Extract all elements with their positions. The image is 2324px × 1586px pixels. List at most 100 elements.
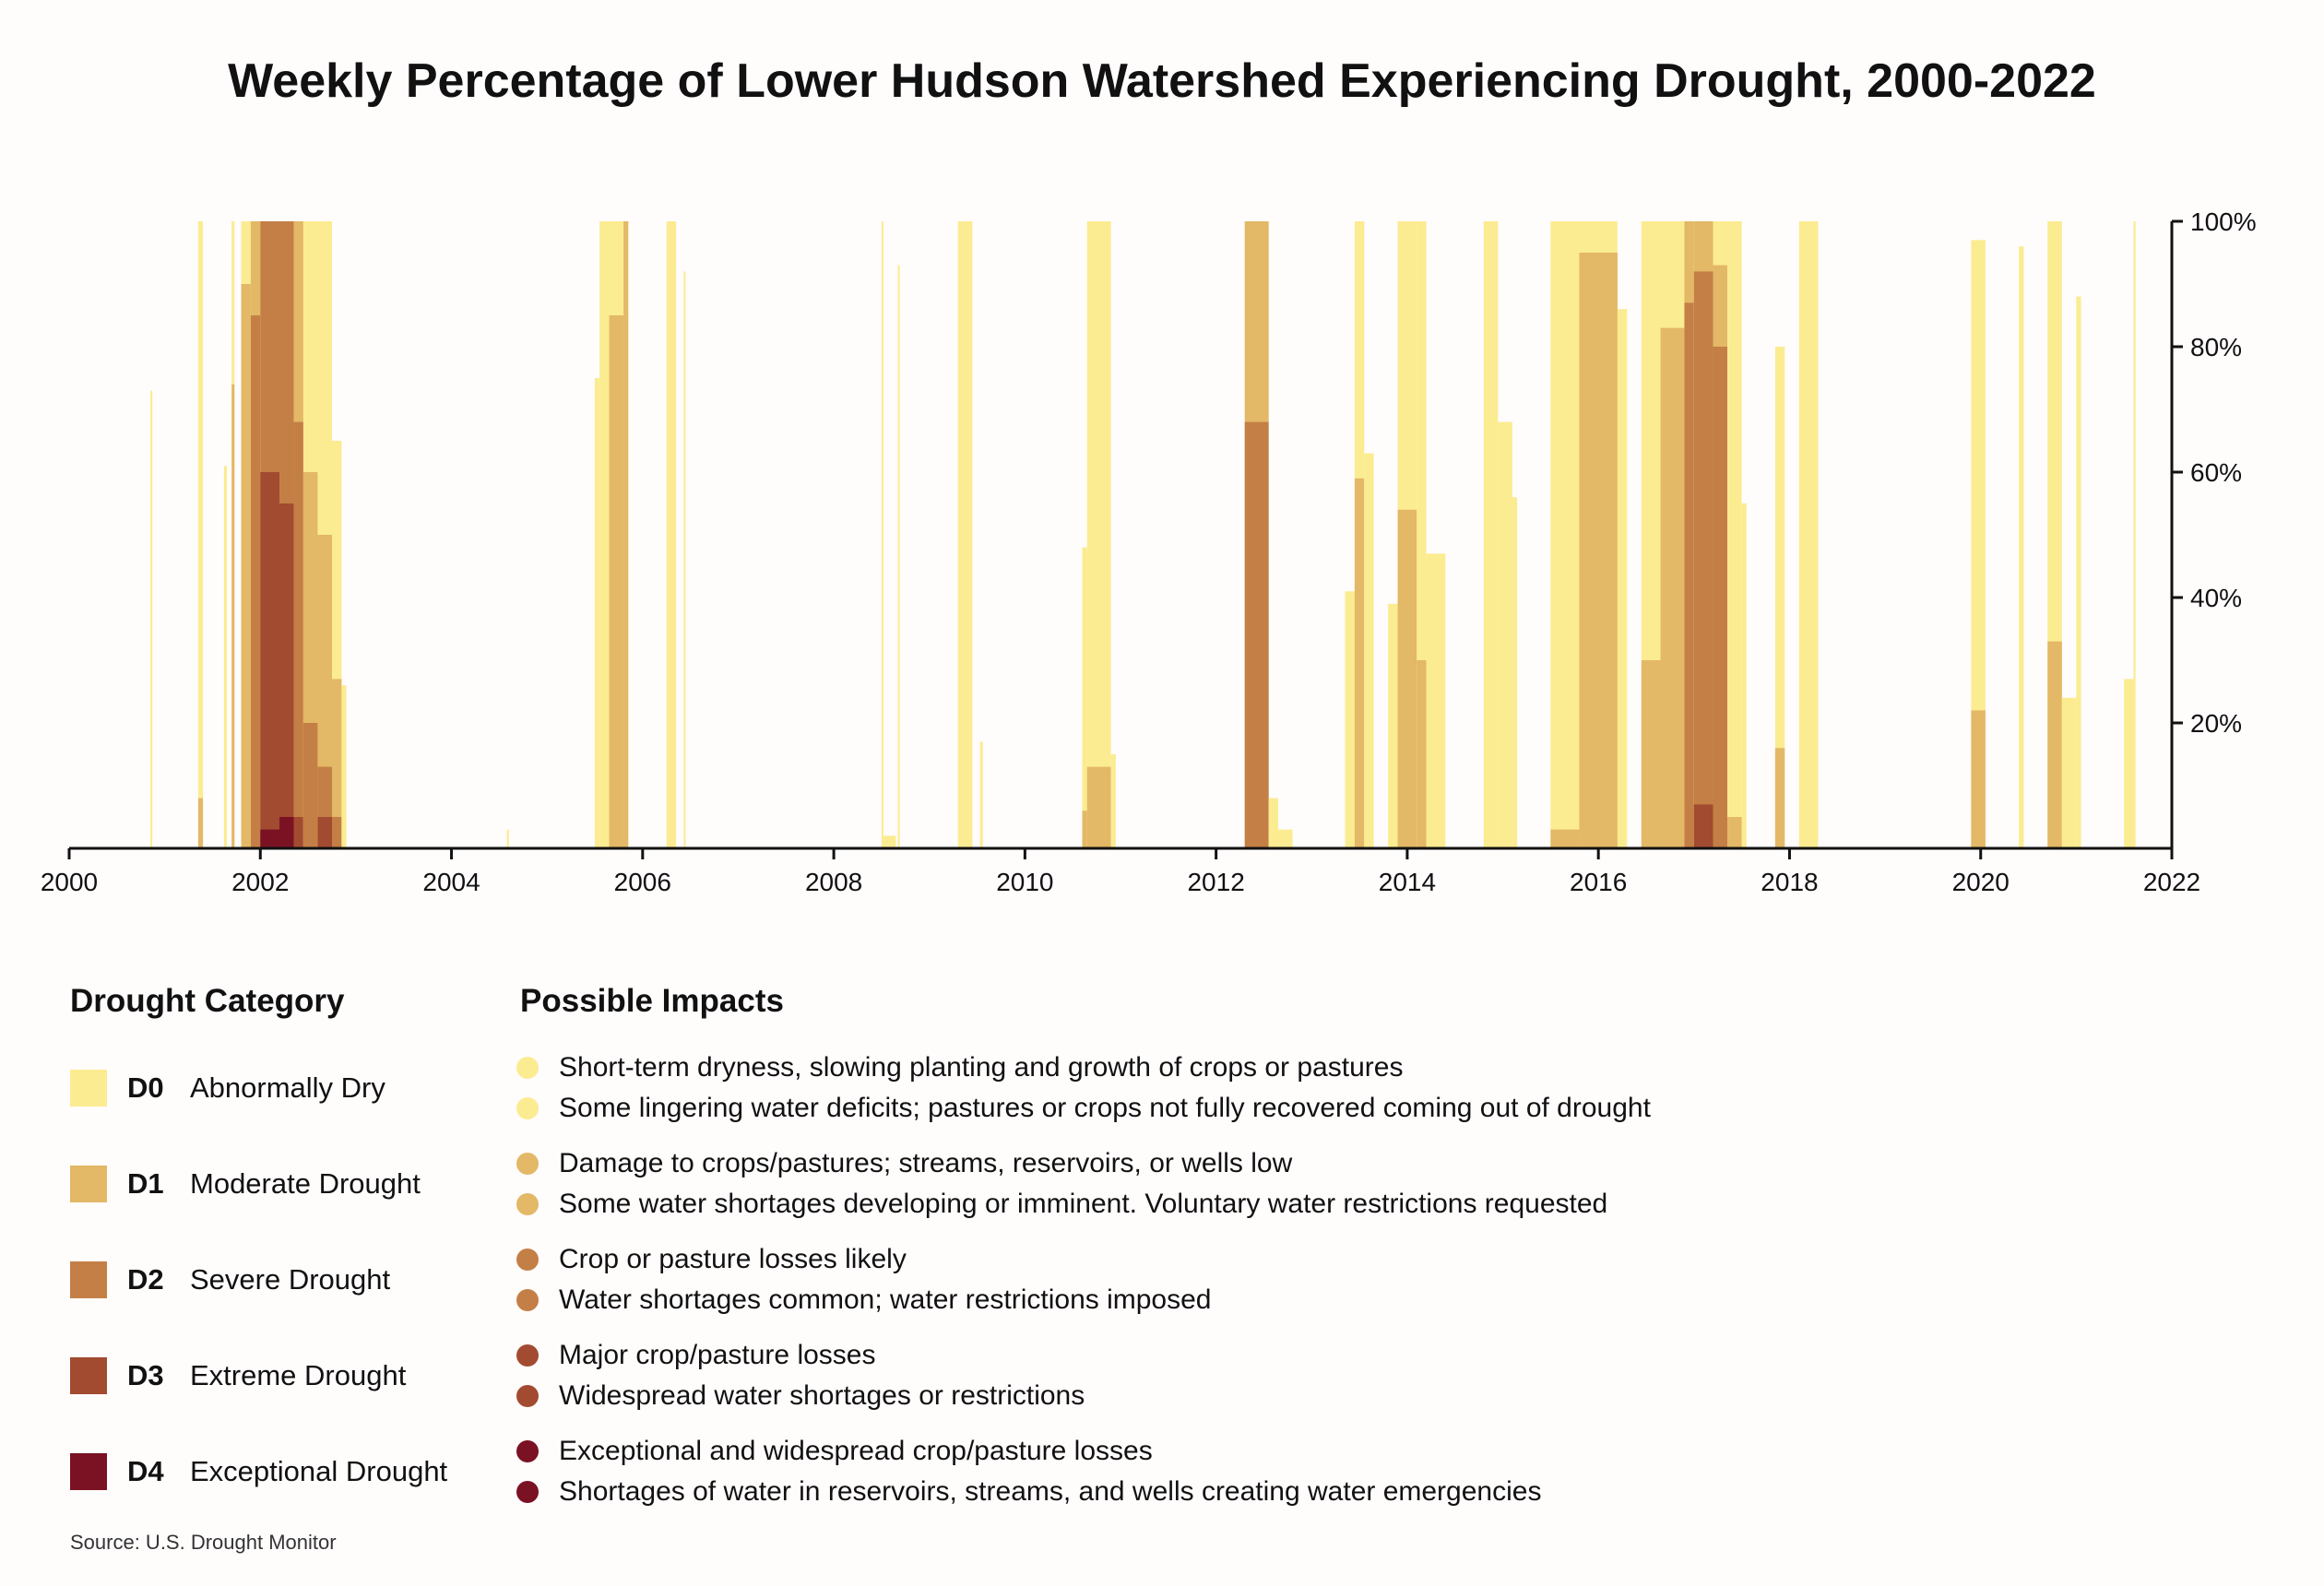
bullet-icon: [516, 1344, 539, 1367]
legend-code: D0: [127, 1071, 164, 1104]
bar-d0-53: [1971, 240, 1986, 848]
impact-item: Crop or pasture losses likely: [516, 1241, 907, 1278]
bullet-icon: [516, 1289, 539, 1311]
legend-item-d2: D2 Severe Drought: [70, 1261, 390, 1298]
bar-d0-0: [150, 390, 153, 848]
bar-d0-21: [883, 835, 896, 848]
bar-d4-6: [260, 829, 279, 848]
x-tick-label: 2014: [1379, 868, 1436, 896]
bar-d0-40: [1512, 497, 1518, 848]
bar-d1-4: [241, 284, 251, 848]
bar-d0-51: [1774, 347, 1785, 848]
bar-d1-1: [197, 798, 204, 848]
x-tick-label: 2018: [1761, 868, 1818, 896]
bar-d1-25: [1082, 811, 1087, 848]
bullet-icon: [516, 1057, 539, 1079]
bar-d1-16: [609, 315, 624, 848]
bar-d1-51: [1774, 748, 1785, 848]
impact-item: Major crop/pasture losses: [516, 1337, 875, 1374]
bar-d1-41: [1550, 829, 1580, 848]
bar-d1-35: [1397, 509, 1417, 848]
bar-d0-12: [341, 685, 347, 848]
bar-d3-10: [317, 817, 332, 848]
bar-d2-11: [332, 817, 342, 848]
legend-code: D3: [127, 1359, 164, 1391]
impact-item: Exceptional and widespread crop/pasture …: [516, 1433, 1153, 1470]
x-tick-label: 2008: [805, 868, 862, 896]
bar-d1-44: [1641, 660, 1661, 848]
legend-code: D1: [127, 1167, 164, 1200]
bar-d0-27: [1110, 754, 1116, 848]
bar-d0-11: [332, 441, 342, 848]
bar-d0-57: [2076, 296, 2081, 849]
bar-d0-43: [1617, 309, 1628, 848]
bar-d2-47: [1693, 271, 1713, 848]
bar-d1-49: [1727, 817, 1742, 848]
impact-item: Short-term dryness, slowing planting and…: [516, 1049, 1403, 1086]
bar-d0-14: [595, 378, 600, 848]
bar-d0-49: [1727, 221, 1742, 848]
possible-impacts-heading: Possible Impacts: [520, 983, 784, 1019]
legend-code: D4: [127, 1455, 164, 1487]
y-tick-label: 60%: [2190, 458, 2242, 487]
legend-item-d4: D4 Exceptional Drought: [70, 1453, 447, 1490]
legend-item-d0: D0 Abnormally Dry: [70, 1070, 385, 1107]
impact-text: Some water shortages developing or immin…: [559, 1189, 1608, 1219]
x-tick-label: 2012: [1187, 868, 1244, 896]
legend-label: Abnormally Dry: [190, 1071, 385, 1104]
bar-d0-56: [2061, 697, 2077, 848]
impact-text: Exceptional and widespread crop/pasture …: [559, 1436, 1153, 1466]
legend-label: Moderate Drought: [190, 1167, 421, 1200]
legend-swatch: [70, 1070, 107, 1107]
bar-d0-37: [1426, 553, 1446, 848]
bar-d0-36: [1417, 221, 1427, 848]
bar-d3-47: [1693, 804, 1713, 848]
x-tick-label: 2000: [41, 868, 98, 896]
x-tick-label: 2004: [422, 868, 480, 896]
impact-item: Some lingering water deficits; pastures …: [516, 1090, 1651, 1127]
bar-d0-13: [506, 829, 509, 848]
impact-text: Shortages of water in reservoirs, stream…: [559, 1476, 1542, 1507]
legend-swatch: [70, 1261, 107, 1298]
bar-d0-2: [223, 466, 227, 848]
y-tick-label: 20%: [2190, 709, 2242, 738]
impact-text: Widespread water shortages or restrictio…: [559, 1380, 1085, 1411]
y-tick-label: 40%: [2190, 584, 2242, 612]
bar-d0-30: [1278, 829, 1293, 848]
source-note: Source: U.S. Drought Monitor: [70, 1531, 337, 1554]
bar-d2-28: [1244, 421, 1269, 848]
bar-d1-3: [231, 384, 235, 848]
x-tick-label: 2022: [2143, 868, 2200, 896]
impact-item: Shortages of water in reservoirs, stream…: [516, 1474, 1541, 1510]
bar-d1-32: [1354, 478, 1365, 848]
x-tick-label: 2010: [996, 868, 1053, 896]
bar-d0-38: [1483, 221, 1499, 848]
bar-d2-9: [302, 723, 318, 848]
x-tick-label: 2016: [1570, 868, 1627, 896]
x-tick-label: 2002: [231, 868, 289, 896]
bar-d0-58: [2124, 679, 2134, 848]
bar-d3-7: [279, 503, 294, 848]
impact-text: Damage to crops/pastures; streams, reser…: [559, 1148, 1293, 1178]
impact-text: Major crop/pasture losses: [559, 1340, 876, 1370]
impact-item: Some water shortages developing or immin…: [516, 1186, 1607, 1223]
impact-item: Widespread water shortages or restrictio…: [516, 1378, 1085, 1414]
impact-text: Water shortages common; water restrictio…: [559, 1284, 1212, 1315]
bar-d1-45: [1660, 327, 1685, 849]
bar-d3-8: [293, 817, 303, 848]
bullet-icon: [516, 1097, 539, 1119]
legend-label: Extreme Drought: [190, 1359, 407, 1391]
bar-d0-33: [1364, 453, 1374, 848]
bar-d0-39: [1498, 421, 1512, 848]
bar-d0-54: [2019, 246, 2024, 848]
bar-d0-52: [1798, 221, 1819, 848]
legend-item-d3: D3 Extreme Drought: [70, 1357, 406, 1394]
bullet-icon: [516, 1193, 539, 1215]
bullet-icon: [516, 1385, 539, 1407]
bar-d0-50: [1741, 503, 1747, 848]
bar-d1-11: [332, 679, 342, 848]
bar-d0-24: [979, 741, 983, 848]
legend-label: Exceptional Drought: [190, 1455, 448, 1487]
bar-d4-7: [279, 817, 294, 848]
bar-d0-59: [2133, 221, 2136, 848]
